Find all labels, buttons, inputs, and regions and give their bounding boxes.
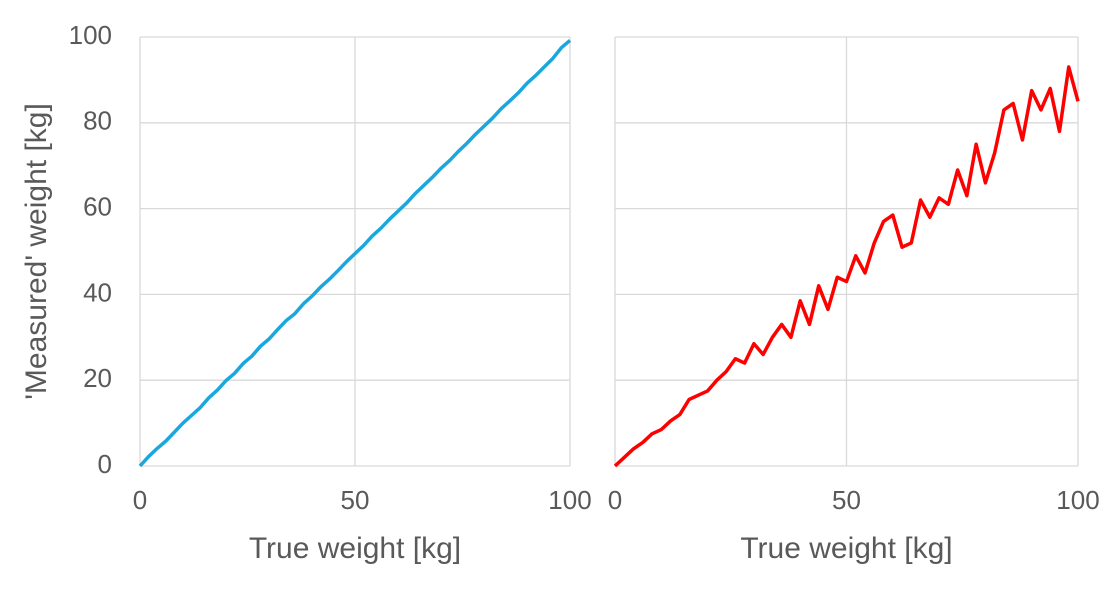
y-tick-label: 20 (83, 363, 112, 393)
x-tick-label: 0 (608, 485, 622, 515)
x-tick-label: 100 (1056, 485, 1099, 515)
x-tick-label: 50 (341, 485, 370, 515)
data-line (613, 65, 1080, 468)
y-axis-title: 'Measured' weight [kg] (20, 103, 53, 400)
y-tick-label: 40 (83, 277, 112, 307)
x-tick-label: 50 (832, 485, 861, 515)
y-tick-label: 80 (83, 106, 112, 136)
data-line (138, 39, 572, 468)
x-axis-title: True weight [kg] (740, 532, 952, 565)
y-tick-label: 100 (69, 20, 112, 50)
y-tick-label: 60 (83, 191, 112, 221)
x-axis-title: True weight [kg] (249, 532, 461, 565)
x-tick-label: 100 (548, 485, 591, 515)
x-tick-label: 0 (133, 485, 147, 515)
y-tick-label: 0 (98, 449, 112, 479)
